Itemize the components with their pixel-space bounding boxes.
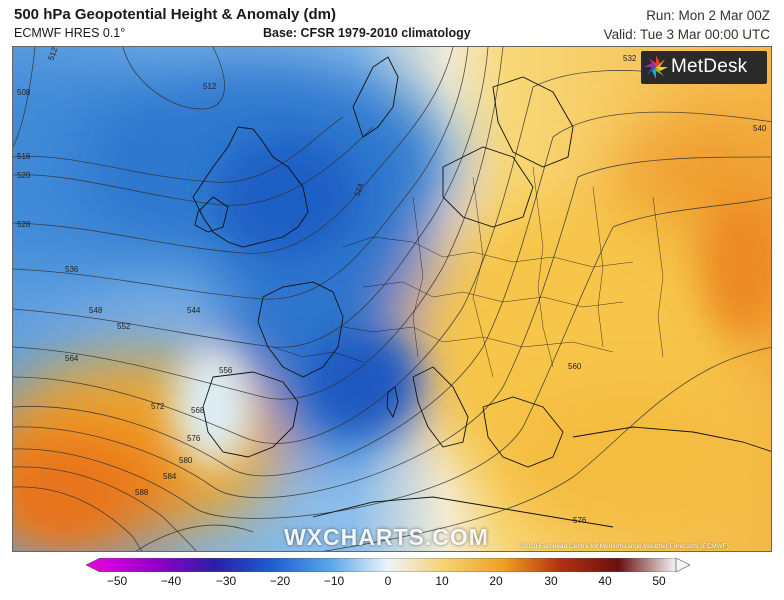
colorbar-tick: 20 [489, 574, 503, 588]
contour-label: 540 [753, 124, 767, 133]
wxcharts-watermark: WXCHARTS.COM [284, 524, 489, 550]
valid-time-label: Valid: Tue 3 Mar 00:00 UTC [603, 27, 770, 42]
colorbar-tick: 10 [435, 574, 449, 588]
chart-title: 500 hPa Geopotential Height & Anomaly (d… [14, 6, 336, 23]
colorbar-tick: 40 [598, 574, 612, 588]
colorbar-tick: −50 [106, 574, 128, 588]
colorbar-tick: −10 [323, 574, 345, 588]
contour-label: 520 [17, 171, 31, 180]
climatology-base-label: Base: CFSR 1979-2010 climatology [263, 26, 471, 40]
contour-label: 572 [151, 402, 165, 411]
contour-label: 536 [65, 265, 79, 274]
contour-label: 544 [187, 306, 201, 315]
pinwheel-icon [644, 55, 668, 79]
contour-label: 564 [65, 354, 79, 363]
metdesk-logo: MetDesk [641, 51, 767, 84]
contour-label: 516 [17, 152, 31, 161]
contour-label: 548 [89, 306, 103, 315]
contour-labels: 512 512 508 516 520 524 528 532 536 540 … [17, 47, 767, 525]
contour-label: 532 [623, 54, 637, 63]
colorbar-min-arrow [86, 558, 101, 572]
contour-label: 568 [191, 406, 205, 415]
model-label: ECMWF HRES 0.1° [14, 26, 126, 40]
colorbar [86, 558, 690, 572]
colorbar-tick: 30 [544, 574, 558, 588]
geopotential-contours [13, 47, 771, 551]
contour-label: 580 [179, 456, 193, 465]
contour-label: 576 [573, 516, 587, 525]
colorbar-max-arrow [675, 558, 690, 572]
contour-label: 556 [219, 366, 233, 375]
colorbar-tick: −30 [215, 574, 237, 588]
colorbar-tick: 0 [384, 574, 392, 588]
contour-label: 584 [163, 472, 177, 481]
colorbar-tick: −40 [160, 574, 182, 588]
colorbar-tick: 50 [652, 574, 666, 588]
anomaly-map[interactable]: 512 512 508 516 520 524 528 532 536 540 … [12, 46, 772, 552]
contour-label: 508 [17, 88, 31, 97]
contour-label: 576 [187, 434, 201, 443]
copyright-notice: ©2020 European Centre for Medium-range W… [518, 543, 729, 550]
map-canvas: 512 512 508 516 520 524 528 532 536 540 … [13, 47, 771, 551]
contour-label: 512 [203, 82, 217, 91]
colorbar-tick: −20 [269, 574, 291, 588]
chart-header: 500 hPa Geopotential Height & Anomaly (d… [0, 0, 784, 46]
contour-label: 552 [117, 322, 131, 331]
logo-text: MetDesk [671, 56, 748, 77]
coastlines [192, 56, 771, 528]
contour-label: 560 [568, 362, 582, 371]
contour-label: 524 [352, 182, 365, 198]
run-time-label: Run: Mon 2 Mar 00Z [646, 8, 770, 23]
contour-label: 588 [135, 488, 149, 497]
colorbar-gradient [99, 558, 677, 572]
borders [272, 166, 664, 378]
contour-label: 528 [17, 220, 31, 229]
colorbar-ticks: −50 −40 −30 −20 −10 0 10 20 30 40 50 [0, 574, 784, 592]
